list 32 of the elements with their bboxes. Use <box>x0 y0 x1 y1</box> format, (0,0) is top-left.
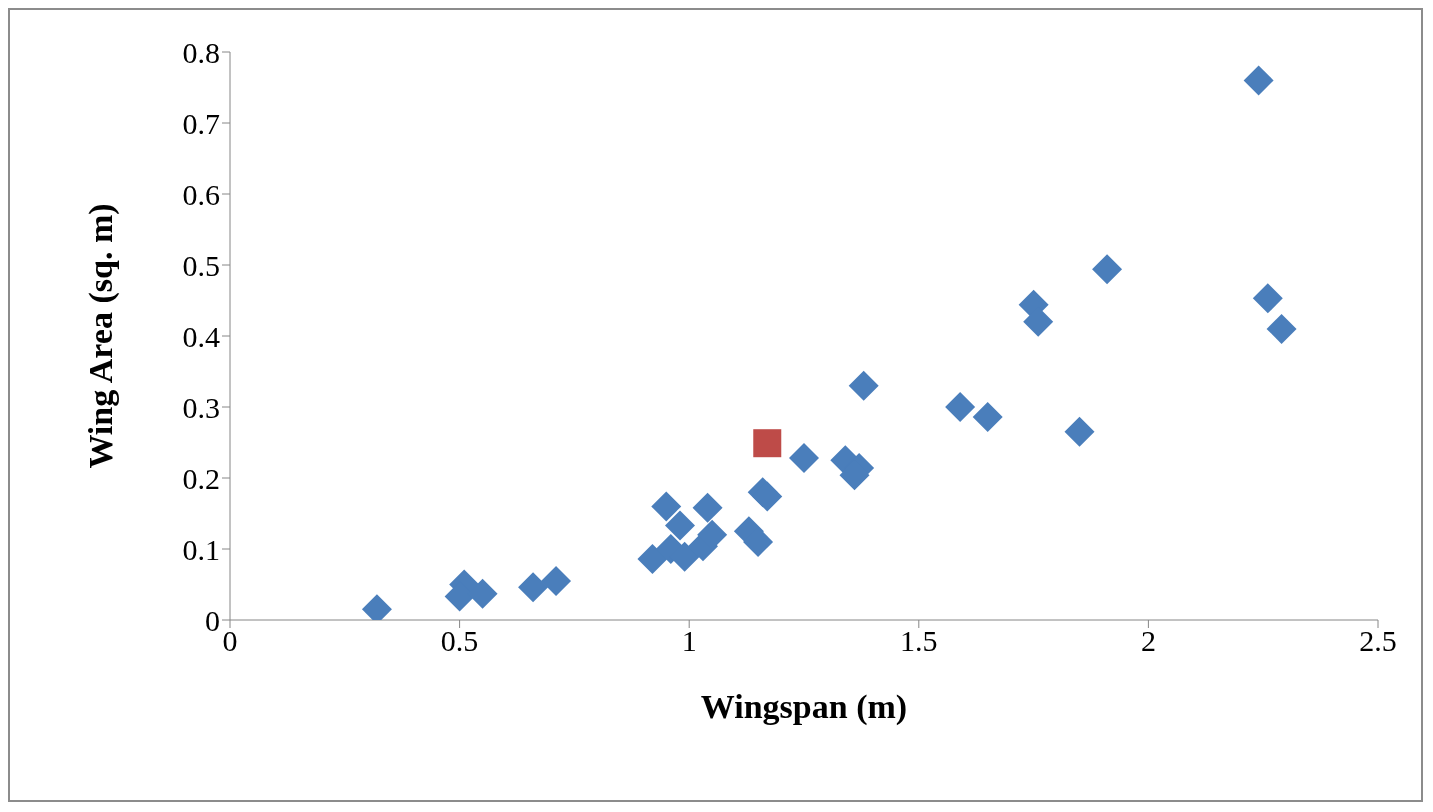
point <box>1064 416 1095 447</box>
x-tick-label: 0.5 <box>440 624 479 658</box>
point <box>1243 65 1274 96</box>
y-tick-label: 0.8 <box>182 35 220 69</box>
x-tick-label: 2 <box>1140 624 1156 658</box>
point <box>541 565 572 596</box>
point <box>848 370 879 401</box>
y-tick-label: 0.2 <box>182 461 220 495</box>
x-tick-label: 1.5 <box>900 624 938 658</box>
point <box>945 392 976 422</box>
point <box>753 429 782 458</box>
point <box>972 401 1003 432</box>
x-tick-label: 1 <box>681 624 697 658</box>
y-tick-label: 0 <box>205 603 220 637</box>
point <box>1266 313 1297 344</box>
y-tick-label: 0.6 <box>182 177 220 211</box>
y-tick-label: 0.1 <box>182 532 220 566</box>
point <box>692 492 723 523</box>
y-tick-label: 0.3 <box>182 390 220 424</box>
point <box>665 510 696 541</box>
y-axis-title: Wing Area (sq. m) <box>82 203 121 469</box>
point <box>651 491 682 522</box>
x-axis-title: Wingspan (m) <box>700 688 908 726</box>
x-tick-label: 2.5 <box>1359 624 1397 658</box>
y-tick-label: 0.4 <box>182 319 220 353</box>
y-tick-label: 0.7 <box>182 106 220 140</box>
y-tick-label: 0.5 <box>182 248 220 282</box>
point <box>637 543 668 574</box>
point <box>789 443 819 474</box>
point <box>1092 254 1123 285</box>
point <box>518 572 549 603</box>
point <box>1252 283 1283 314</box>
